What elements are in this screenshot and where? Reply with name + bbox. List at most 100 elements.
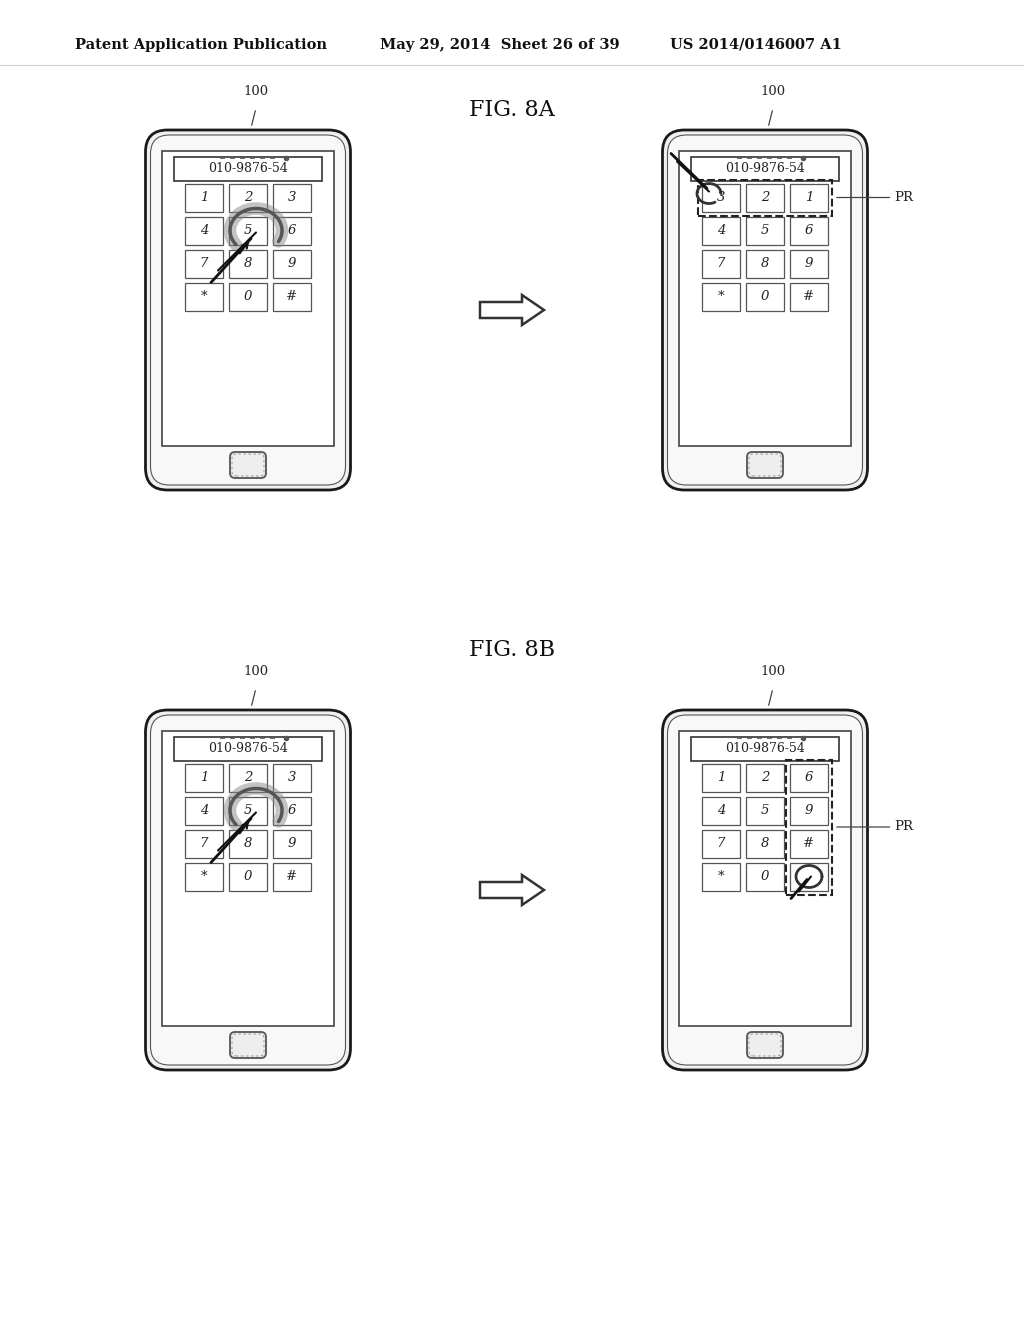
FancyArrow shape: [480, 875, 544, 906]
Bar: [679, 730, 851, 1026]
Text: 1: 1: [200, 771, 208, 784]
Bar: [746, 796, 784, 825]
Text: 8: 8: [761, 257, 769, 271]
Text: *: *: [201, 290, 207, 304]
Text: 0: 0: [761, 290, 769, 304]
Text: FIG. 8A: FIG. 8A: [469, 99, 555, 121]
Bar: [229, 862, 267, 891]
Bar: [702, 796, 740, 825]
Text: 8: 8: [244, 837, 252, 850]
Text: May 29, 2014  Sheet 26 of 39: May 29, 2014 Sheet 26 of 39: [380, 38, 620, 51]
Text: 2: 2: [761, 771, 769, 784]
Bar: [273, 183, 311, 211]
Bar: [229, 763, 267, 792]
Bar: [746, 249, 784, 277]
Text: 100: 100: [244, 665, 268, 678]
Bar: [790, 796, 828, 825]
Text: 010-9876-54: 010-9876-54: [208, 742, 288, 755]
Text: 100: 100: [244, 84, 268, 98]
Bar: [786, 759, 831, 895]
Text: 5: 5: [761, 804, 769, 817]
Bar: [185, 862, 223, 891]
Bar: [702, 829, 740, 858]
FancyBboxPatch shape: [151, 135, 345, 484]
Text: 8: 8: [244, 257, 252, 271]
Text: Patent Application Publication: Patent Application Publication: [75, 38, 327, 51]
Bar: [691, 157, 839, 181]
Text: 9: 9: [805, 804, 813, 817]
Text: 7: 7: [200, 257, 208, 271]
FancyBboxPatch shape: [151, 715, 345, 1065]
Text: 1: 1: [805, 191, 813, 205]
Text: 4: 4: [200, 804, 208, 817]
Bar: [790, 216, 828, 244]
Text: 7: 7: [717, 257, 725, 271]
Bar: [185, 763, 223, 792]
Text: 4: 4: [717, 804, 725, 817]
FancyBboxPatch shape: [663, 710, 867, 1071]
FancyBboxPatch shape: [663, 129, 867, 490]
Bar: [702, 183, 740, 211]
Bar: [790, 282, 828, 310]
Bar: [229, 216, 267, 244]
Bar: [174, 737, 322, 760]
Bar: [746, 829, 784, 858]
Bar: [273, 249, 311, 277]
Bar: [185, 216, 223, 244]
Bar: [790, 862, 828, 891]
Text: 6: 6: [805, 771, 813, 784]
Text: 2: 2: [244, 191, 252, 205]
Text: 5: 5: [761, 224, 769, 238]
Bar: [273, 796, 311, 825]
Bar: [746, 763, 784, 792]
Text: 6: 6: [805, 224, 813, 238]
Bar: [162, 150, 334, 446]
Bar: [185, 249, 223, 277]
Bar: [273, 216, 311, 244]
Bar: [229, 282, 267, 310]
Text: #: #: [804, 837, 814, 850]
Text: 4: 4: [717, 224, 725, 238]
Text: 100: 100: [761, 665, 785, 678]
Bar: [698, 180, 831, 215]
Bar: [185, 282, 223, 310]
Text: US 2014/0146007 A1: US 2014/0146007 A1: [670, 38, 842, 51]
Text: #: #: [804, 290, 814, 304]
Text: 010-9876-54: 010-9876-54: [725, 162, 805, 176]
Bar: [746, 862, 784, 891]
Text: 6: 6: [288, 804, 296, 817]
Text: 7: 7: [717, 837, 725, 850]
Bar: [185, 796, 223, 825]
Text: PR: PR: [895, 821, 913, 833]
Text: 010-9876-54: 010-9876-54: [725, 742, 805, 755]
FancyBboxPatch shape: [145, 710, 350, 1071]
Bar: [702, 282, 740, 310]
Text: #: #: [287, 870, 298, 883]
Bar: [746, 183, 784, 211]
Bar: [162, 730, 334, 1026]
Text: 9: 9: [288, 837, 296, 850]
Bar: [790, 183, 828, 211]
Text: #: #: [287, 290, 298, 304]
Bar: [229, 249, 267, 277]
Text: FIG. 8B: FIG. 8B: [469, 639, 555, 661]
Bar: [273, 862, 311, 891]
Text: 3: 3: [717, 191, 725, 205]
Text: *: *: [718, 870, 724, 883]
FancyBboxPatch shape: [230, 1032, 266, 1059]
FancyArrow shape: [480, 294, 544, 325]
Bar: [273, 829, 311, 858]
Text: 2: 2: [244, 771, 252, 784]
Text: 9: 9: [805, 257, 813, 271]
Bar: [702, 216, 740, 244]
Text: 9: 9: [288, 257, 296, 271]
Text: 1: 1: [200, 191, 208, 205]
Text: 3: 3: [288, 771, 296, 784]
FancyBboxPatch shape: [668, 715, 862, 1065]
Text: 010-9876-54: 010-9876-54: [208, 162, 288, 176]
Text: 1: 1: [717, 771, 725, 784]
FancyBboxPatch shape: [145, 129, 350, 490]
Text: 6: 6: [288, 224, 296, 238]
Bar: [229, 829, 267, 858]
Text: 2: 2: [761, 191, 769, 205]
